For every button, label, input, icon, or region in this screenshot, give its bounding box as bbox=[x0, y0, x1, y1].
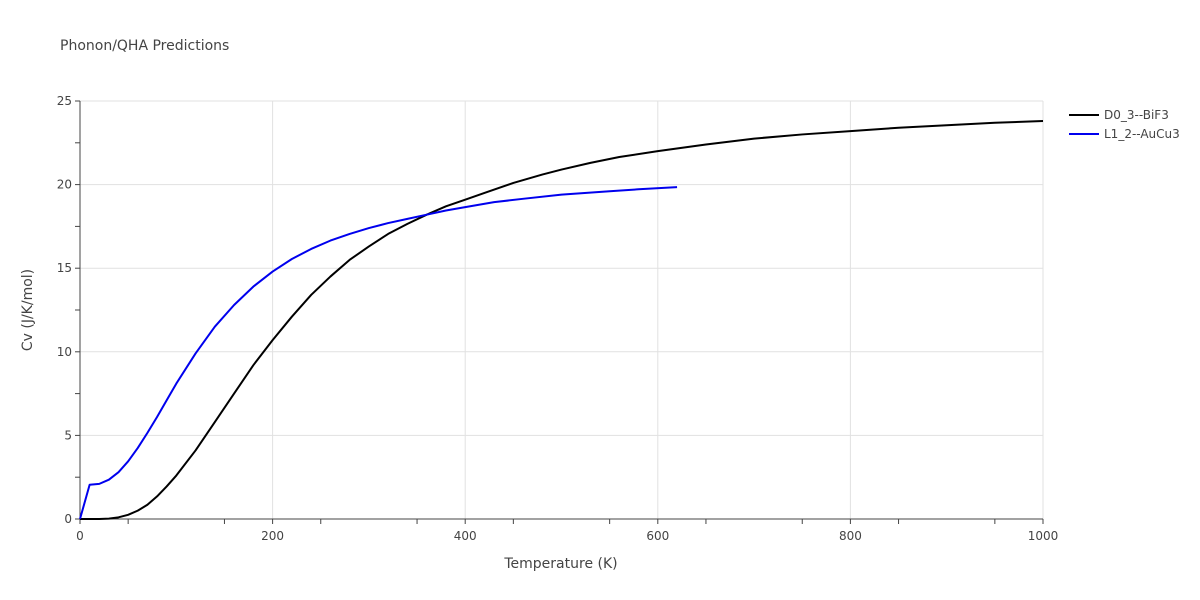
series-line-d0-3-bif3 bbox=[80, 120, 1044, 520]
x-tick-label: 1000 bbox=[1028, 529, 1059, 543]
y-tick-label: 15 bbox=[57, 261, 72, 275]
legend-label: D0_3--BiF3 bbox=[1104, 108, 1169, 122]
grid bbox=[80, 100, 1044, 519]
series-lines bbox=[79, 120, 1044, 520]
x-tick-label: 800 bbox=[839, 529, 862, 543]
x-tick-label: 0 bbox=[76, 529, 84, 543]
legend-item-l1-2-aucu3[interactable]: L1_2--AuCu3 bbox=[1069, 127, 1180, 141]
axes: 0 200 400 600 800 1000 0 5 10 15 20 25 bbox=[57, 94, 1059, 543]
x-tick-label: 200 bbox=[261, 529, 284, 543]
chart-title: Phonon/QHA Predictions bbox=[60, 38, 229, 54]
x-tick-label: 400 bbox=[454, 529, 477, 543]
y-tick-label: 25 bbox=[57, 94, 72, 108]
y-tick-label: 0 bbox=[64, 512, 72, 526]
series-line-l1-2-aucu3 bbox=[79, 186, 678, 520]
x-tick-label: 600 bbox=[646, 529, 669, 543]
y-tick-label: 10 bbox=[57, 345, 72, 359]
y-tick-label: 5 bbox=[64, 428, 72, 442]
x-axis-title: Temperature (K) bbox=[503, 556, 617, 572]
legend[interactable]: D0_3--BiF3 L1_2--AuCu3 bbox=[1069, 108, 1180, 141]
legend-item-d0-3-bif3[interactable]: D0_3--BiF3 bbox=[1069, 108, 1169, 122]
y-tick-label: 20 bbox=[57, 178, 72, 192]
legend-label: L1_2--AuCu3 bbox=[1104, 127, 1180, 141]
y-axis-title: Cv (J/K/mol) bbox=[20, 269, 36, 351]
